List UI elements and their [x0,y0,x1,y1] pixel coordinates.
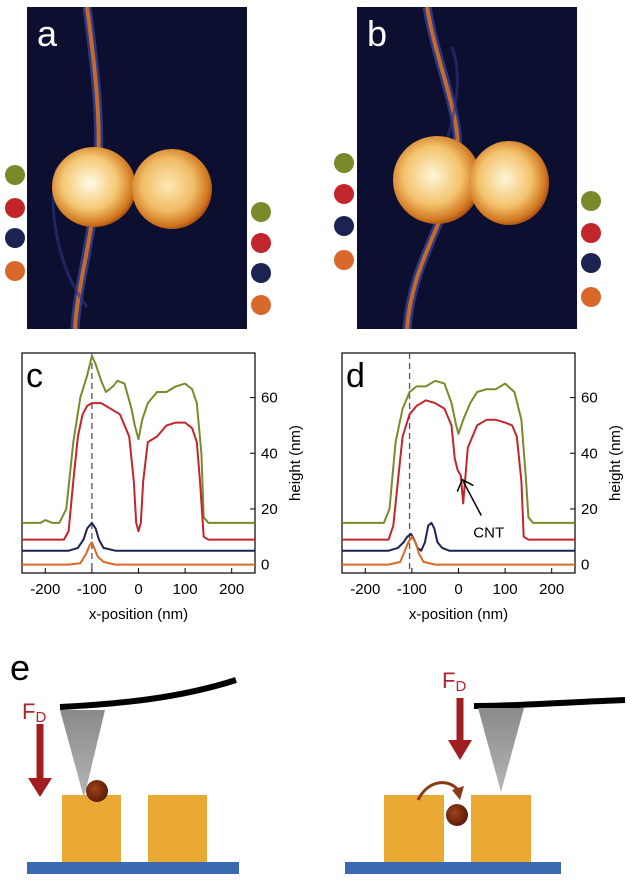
legend-dot-red-a-right [251,233,271,253]
chart-c-xtick-label: 0 [134,581,142,598]
chart-c-ytick-label: 0 [261,557,269,574]
pad-right-1 [384,795,444,865]
height-profile-chart-c: -200 -100 0 100 200 0 20 40 60 x-position (nm) hei… [21,352,304,623]
afm-tip-left [60,710,105,798]
legend-dot-orange-b-right [581,287,601,307]
legend-dot-navy-b-right [581,253,601,273]
afm-image-b: b [357,7,577,329]
chart-c-ytick-label: 20 [261,501,278,518]
panel-label-d: d [346,357,365,395]
chart-d-ylabel: height (nm) [607,425,624,501]
force-arrowhead-right [448,740,472,760]
chart-c-series-red [22,402,255,541]
height-profile-chart-d: -200 -100 0 100 200 0 20 40 60 x-position (nm) hei… [341,352,624,623]
legend-dot-red-b-right [581,223,601,243]
afm-tip-right [478,708,524,792]
legend-dot-green-b-right [581,191,601,211]
nanoparticle-left [86,780,108,802]
chart-c-ytick-label: 40 [261,445,278,462]
chart-d-series-red [342,399,575,541]
force-label-left: FD [22,699,46,726]
pad-left-2 [148,795,207,865]
cantilever-left [59,677,237,710]
legend-dot-orange-a-left [5,261,25,281]
legend-dot-orange-a-right [251,295,271,315]
chart-c-ytick-label: 60 [261,390,278,407]
pad-right-2 [471,795,531,865]
chart-c-series-orange [22,541,255,566]
panel-label-c: c [26,357,43,395]
pad-left-1 [62,795,121,865]
legend-dot-navy-a-left [5,228,25,248]
legend-dot-green-b-left [334,153,354,173]
scene-right: FD [345,668,626,874]
legend-dot-navy-b-left [334,216,354,236]
motion-arrowhead-right [452,786,464,800]
substrate-left [27,862,239,874]
chart-d-series-orange [342,535,575,566]
afm-image-a: a [27,7,247,329]
chart-d-xtick-label: 0 [454,581,462,598]
chart-c-xlabel: x-position (nm) [89,606,188,623]
chart-c-series-navy [22,521,255,552]
substrate-right [345,862,561,874]
scene-left: FD [22,677,239,874]
legend-dot-green-a-right [251,202,271,222]
chart-d-series-green [342,379,575,524]
panel-label-b: b [367,13,388,54]
legend-dot-red-a-left [5,198,25,218]
panel-label-a: a [37,13,58,54]
chart-d-ytick-label: 0 [581,557,589,574]
chart-d-xlabel: x-position (nm) [409,606,508,623]
chart-d-series-navy [342,521,575,552]
chart-d-annotation-label: CNT [473,525,504,542]
chart-d-ytick-label: 20 [581,501,598,518]
panel-label-e: e [10,647,30,688]
chart-d-annotation-arrow [462,481,482,516]
cantilever-right [473,697,626,709]
chart-d-xtick-label: 100 [493,581,518,598]
chart-c-xtick-label: 100 [173,581,198,598]
nanoparticle-right [446,804,468,826]
chart-c-xtick-label: 200 [219,581,244,598]
legend-dot-orange-b-left [334,250,354,270]
chart-c-series-green [22,354,255,524]
afm-image-a-art [27,7,247,329]
chart-d-ytick-label: 60 [581,390,598,407]
motion-arrow-right [416,781,460,801]
force-label-right: FD [442,668,466,695]
legend-dot-red-b-left [334,184,354,204]
chart-d-xtick-label: -100 [397,581,427,598]
chart-d-xtick-label: 200 [539,581,564,598]
legend-dot-green-a-left [5,165,25,185]
chart-c-ylabel: height (nm) [287,425,304,501]
chart-d-ytick-label: 40 [581,445,598,462]
chart-c-xtick-label: -200 [30,581,60,598]
legend-dot-navy-a-right [251,263,271,283]
tip-manipulation-diagram: e FD FD [10,647,626,874]
chart-d-annotation-arrowhead [456,478,474,492]
force-arrowhead-left [28,778,52,797]
chart-d-xtick-label: -200 [350,581,380,598]
afm-image-b-art [357,7,577,329]
chart-c-xtick-label: -100 [77,581,107,598]
